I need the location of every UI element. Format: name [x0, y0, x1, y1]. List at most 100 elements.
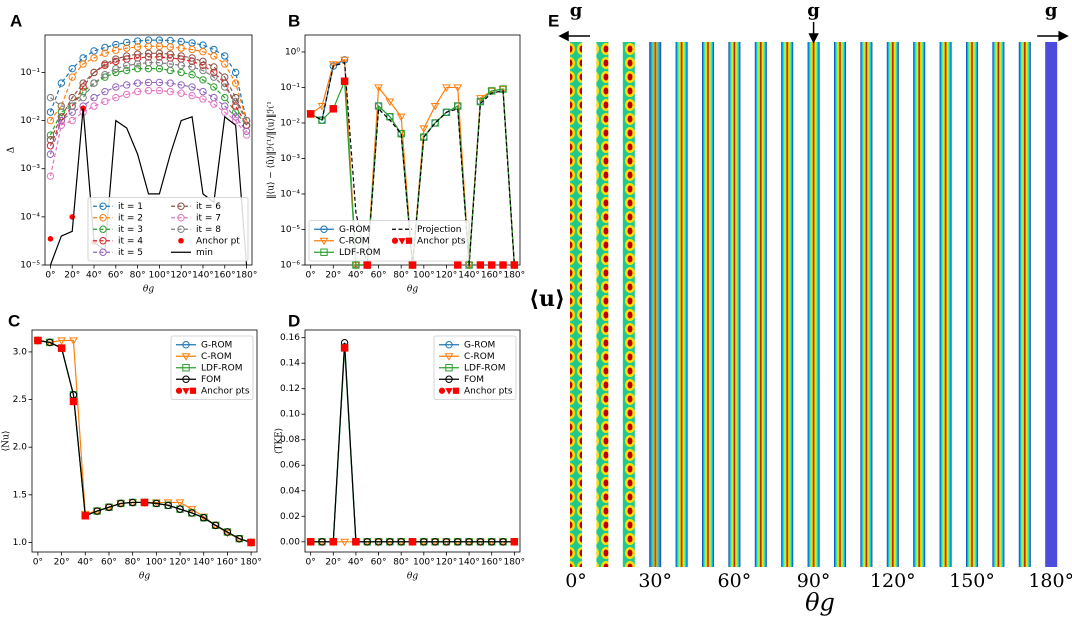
marker [46, 108, 55, 116]
marker [231, 97, 240, 106]
y-tick-label: 10⁻⁶ [280, 261, 300, 271]
marker [57, 102, 66, 110]
legend-label: it = 7 [196, 213, 221, 223]
marker [374, 538, 383, 546]
marker [166, 43, 174, 51]
marker [144, 78, 153, 87]
marker [133, 37, 142, 45]
marker [452, 387, 460, 394]
series-line [49, 56, 248, 147]
y-tick-label: 10⁻² [20, 116, 40, 126]
marker [182, 388, 190, 395]
marker [90, 79, 98, 87]
y-axis-label: Δ [7, 146, 17, 153]
x-tick-label: 40° [348, 558, 364, 568]
field-strip [781, 42, 794, 567]
marker [46, 131, 55, 139]
marker [318, 116, 326, 124]
marker [90, 54, 98, 62]
marker [405, 237, 413, 244]
marker [177, 81, 185, 89]
marker [182, 364, 190, 372]
marker [408, 261, 417, 269]
marker [199, 61, 207, 70]
marker [445, 364, 453, 372]
marker [231, 79, 240, 87]
marker [101, 49, 109, 58]
marker [81, 512, 89, 520]
series-line [49, 89, 248, 177]
marker [90, 47, 98, 55]
field-strip [886, 42, 899, 567]
x-axis-label: θg [407, 285, 418, 295]
marker [144, 86, 153, 95]
x-tick-label: 80° [130, 271, 146, 281]
legend-box [308, 220, 470, 262]
marker [46, 150, 55, 158]
marker [99, 248, 107, 256]
marker [329, 538, 337, 546]
marker [47, 236, 54, 242]
field-strip [860, 42, 873, 567]
marker [385, 98, 395, 107]
field-strip [596, 42, 609, 567]
marker [454, 261, 462, 269]
marker [396, 113, 406, 122]
marker [488, 538, 496, 546]
marker [34, 336, 42, 345]
plot-area [306, 339, 519, 547]
marker [445, 341, 453, 349]
series-line [49, 45, 248, 121]
field-strip [1018, 42, 1031, 567]
legend-label: C-ROM [464, 352, 495, 362]
marker [164, 501, 172, 510]
field-strip [649, 42, 662, 567]
x-tick-label: 60° [101, 558, 117, 568]
marker [57, 121, 66, 129]
marker [123, 44, 131, 52]
marker [177, 52, 185, 60]
marker [445, 388, 453, 395]
marker [445, 375, 453, 383]
marker [68, 116, 76, 125]
legend-label: Anchor pts [201, 386, 250, 396]
marker [340, 344, 349, 352]
marker [177, 225, 185, 233]
x-tick-label: 0° [306, 558, 316, 568]
y-tick-label: 2.0 [13, 443, 28, 453]
arrow-head [558, 30, 569, 42]
marker [487, 87, 497, 96]
x-tick-label: 120° [870, 570, 916, 592]
marker [155, 42, 164, 50]
legend-label: LDF-ROM [464, 363, 505, 373]
marker [247, 538, 255, 547]
marker [488, 87, 496, 95]
marker [144, 42, 153, 50]
x-tick-label: 160° [217, 558, 239, 568]
marker [155, 49, 164, 58]
marker [306, 538, 315, 546]
y-tick-label: 10⁻⁵ [280, 225, 300, 235]
x-tick-label: 160° [481, 271, 503, 281]
marker [442, 108, 451, 116]
marker [182, 341, 190, 349]
marker [223, 528, 232, 536]
legend-label: it = 2 [118, 213, 143, 223]
marker [398, 238, 406, 245]
marker [499, 538, 507, 546]
legend-label: it = 3 [118, 225, 143, 235]
marker [155, 86, 164, 95]
x-tick-label: 20° [325, 271, 341, 281]
marker [101, 87, 109, 96]
marker [210, 52, 218, 60]
marker [46, 338, 54, 347]
marker [221, 60, 229, 68]
x-tick-label: 180° [240, 558, 262, 568]
marker [397, 538, 405, 546]
field-strip [992, 42, 1005, 567]
x-tick-label: 120° [169, 558, 191, 568]
marker [430, 102, 440, 111]
x-tick-label: 140° [458, 271, 480, 281]
legend-label: min [196, 248, 213, 258]
